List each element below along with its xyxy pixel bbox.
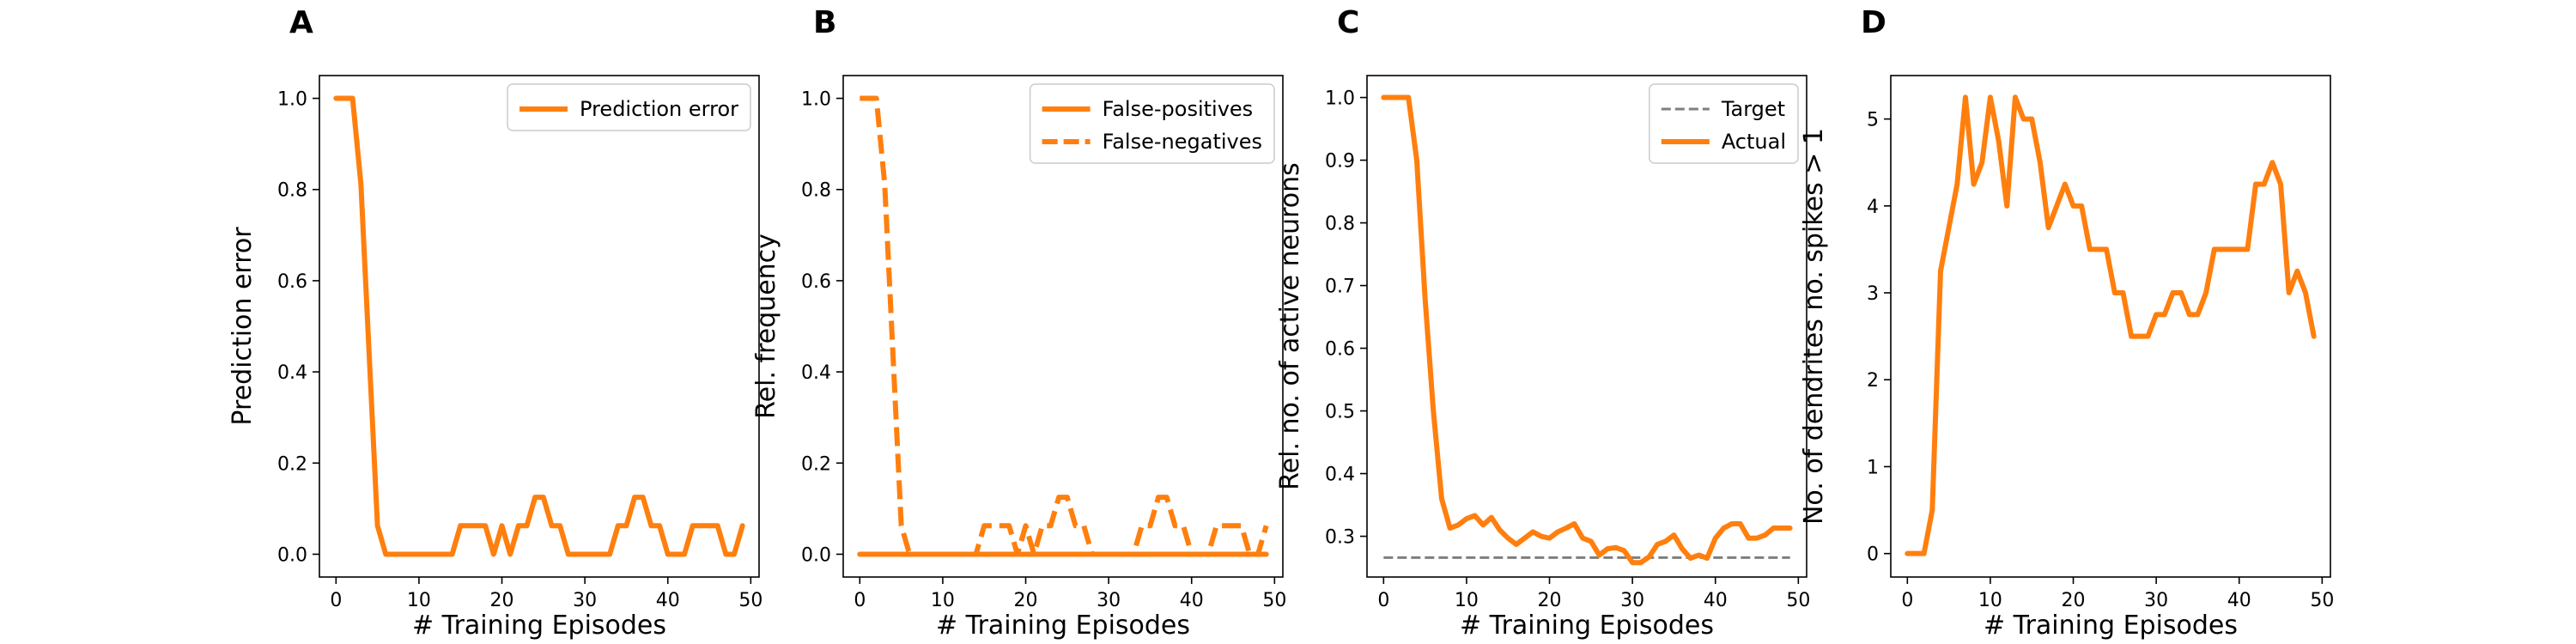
x-tick-label: 0 <box>1901 590 1913 611</box>
x-tick-label: 40 <box>1704 590 1728 611</box>
legend-label: False-negatives <box>1103 130 1262 154</box>
legend-label: Prediction error <box>580 97 738 121</box>
series-line-prediction-error <box>333 95 745 557</box>
y-tick-label: 0.7 <box>1325 276 1355 298</box>
legend: Target Actual <box>1649 83 1799 164</box>
y-tick-label: 0.8 <box>801 180 831 202</box>
x-tick-label: 40 <box>1180 590 1204 611</box>
series-line-values <box>1905 94 2317 556</box>
y-tick-label: 0.4 <box>801 362 831 384</box>
y-tick-label: 0.0 <box>277 544 307 566</box>
y-tick-label: 0.9 <box>1325 151 1355 173</box>
x-tick-label: 30 <box>1097 590 1121 611</box>
x-tick-label: 30 <box>573 590 597 611</box>
legend-box <box>1029 83 1275 164</box>
legend-label: False-positives <box>1103 97 1254 121</box>
y-tick-label: 1.0 <box>801 89 831 111</box>
y-axis-label: No. of dendrites no. spikes > 1 <box>1799 128 1829 525</box>
legend-box <box>507 83 751 131</box>
plot-frame <box>1366 75 1807 578</box>
x-tick-label: 10 <box>1978 590 2002 611</box>
x-tick-label: 20 <box>1014 590 1038 611</box>
panel-d: D 0 10 20 30 40 50 0 1 2 3 4 5 # Training Episodes No.… <box>1799 5 2334 641</box>
x-tick-label: 40 <box>2227 590 2251 611</box>
plot-frame <box>319 75 760 578</box>
y-tick-label: 0.6 <box>1325 339 1355 361</box>
x-axis-label: # Training Episodes <box>412 611 666 641</box>
legend-label: Target <box>1721 97 1785 121</box>
legend-label: Actual <box>1722 130 1786 154</box>
y-tick-label: 0.8 <box>277 180 307 202</box>
y-tick-label: 4 <box>1867 197 1879 218</box>
x-axis-label: # Training Episodes <box>1984 611 2238 641</box>
y-tick-label: 5 <box>1867 110 1879 131</box>
y-tick-label: 0.6 <box>801 271 831 293</box>
series-line-actual <box>1381 94 1793 566</box>
x-tick-label: 20 <box>1538 590 1562 611</box>
series-line-false-negatives <box>860 95 1269 557</box>
y-tick-label: 0.6 <box>277 271 307 293</box>
plot-frame <box>842 75 1284 578</box>
series-group <box>1905 94 2317 556</box>
y-tick-label: 3 <box>1867 283 1879 305</box>
panel-c: C 0 10 20 30 40 50 0.3 0.4 0.5 0.6 0.7 0.8 0.9 1.0 # Tr… <box>1275 5 1810 641</box>
x-axis-label: # Training Episodes <box>936 611 1190 641</box>
x-tick-label: 10 <box>407 590 431 611</box>
series-group <box>857 95 1269 557</box>
y-tick-label: 0.2 <box>801 453 831 475</box>
legend: False-positives False-negatives <box>1029 83 1275 164</box>
y-tick-label: 0.2 <box>277 453 307 475</box>
y-axis-label: Prediction error <box>228 227 258 426</box>
y-tick-label: 0.3 <box>1325 527 1355 549</box>
plot-frame <box>1890 75 2331 578</box>
panel-b: B 0 10 20 30 40 50 0.0 0.2 0.4 0.6 0.8 1.0 # Training… <box>751 5 1286 641</box>
x-axis-label: # Training Episodes <box>1460 611 1714 641</box>
x-tick-label: 50 <box>2310 590 2334 611</box>
x-tick-label: 40 <box>656 590 680 611</box>
y-tick-label: 2 <box>1867 370 1879 392</box>
y-tick-label: 0.8 <box>1325 214 1355 235</box>
x-tick-label: 10 <box>1455 590 1479 611</box>
x-tick-label: 30 <box>2144 590 2168 611</box>
x-tick-label: 0 <box>854 590 866 611</box>
panel-a: A 0 10 20 30 40 50 0.0 0.2 0.4 0.6 0.8 1.0 # Training… <box>228 5 762 641</box>
y-axis-label: Rel. no. of active neurons <box>1275 162 1305 490</box>
series-group <box>333 95 745 557</box>
x-tick-label: 10 <box>931 590 955 611</box>
x-tick-label: 50 <box>1262 590 1286 611</box>
panel-letter: B <box>813 5 836 40</box>
y-axis-label: Rel. frequency <box>751 234 781 419</box>
y-tick-label: 1.0 <box>277 89 307 111</box>
legend: Prediction error <box>507 83 751 131</box>
y-tick-label: 0.5 <box>1325 402 1355 423</box>
y-tick-label: 0.4 <box>1325 465 1355 486</box>
y-tick-label: 0.4 <box>277 362 307 384</box>
y-tick-label: 0 <box>1867 544 1879 566</box>
x-tick-label: 20 <box>490 590 514 611</box>
series-group <box>1381 94 1793 566</box>
x-tick-label: 0 <box>1377 590 1389 611</box>
y-tick-label: 0.0 <box>801 544 831 566</box>
x-tick-label: 50 <box>1786 590 1810 611</box>
x-tick-label: 0 <box>330 590 342 611</box>
y-tick-label: 1 <box>1867 457 1879 478</box>
panel-letter: C <box>1337 5 1359 40</box>
panel-letter: D <box>1861 5 1886 40</box>
y-tick-label: 1.0 <box>1325 88 1355 110</box>
x-tick-label: 50 <box>738 590 762 611</box>
x-tick-label: 30 <box>1620 590 1644 611</box>
panel-letter: A <box>289 5 313 40</box>
x-tick-label: 20 <box>2062 590 2086 611</box>
